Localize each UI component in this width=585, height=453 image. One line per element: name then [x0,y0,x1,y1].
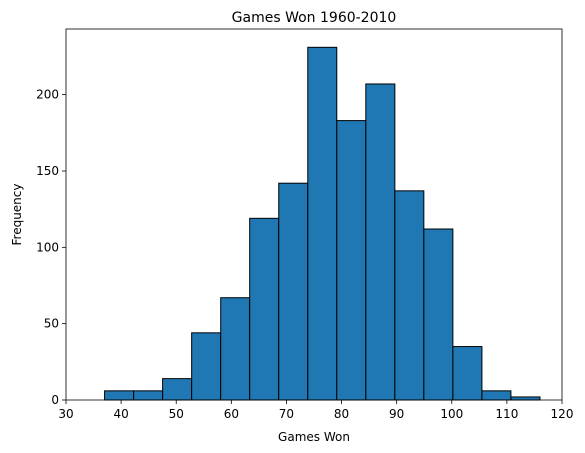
histogram-bar-10 [394,190,425,401]
x-axis-label: Games Won [278,430,350,444]
histogram-bar-14 [510,396,541,401]
chart-title: Games Won 1960-2010 [232,10,397,26]
histogram-bar-3 [191,332,222,401]
x-tick-label: 30 [58,407,73,421]
x-tick-label: 80 [334,407,349,421]
x-tick-label: 110 [495,407,518,421]
x-tick-label: 60 [224,407,239,421]
histogram-bar-6 [278,182,309,401]
plot-frame [65,28,563,401]
histogram-bar-5 [249,217,280,401]
y-tick-label: 0 [51,393,59,407]
histogram-bar-7 [307,46,338,401]
x-tick-label: 50 [169,407,184,421]
x-tick-label: 120 [551,407,574,421]
y-tick-label: 150 [36,164,59,178]
y-tick-label: 50 [44,317,59,331]
histogram-bar-0 [104,390,135,401]
histogram-bar-2 [162,378,193,401]
histogram-bar-8 [336,120,367,401]
histogram-bar-4 [220,297,251,401]
histogram-bar-13 [481,390,512,401]
y-axis-label: Frequency [10,184,24,246]
y-axis-ticks: 0 50 100 150 200 [36,88,66,407]
histogram-bar-12 [452,346,483,401]
histogram-bar-11 [423,228,454,401]
histogram-bar-1 [133,390,164,401]
x-tick-label: 90 [389,407,404,421]
bars-group [104,46,541,401]
x-tick-label: 100 [440,407,463,421]
x-tick-label: 40 [113,407,128,421]
histogram-bar-9 [365,83,396,401]
y-tick-label: 100 [36,240,59,254]
x-axis-ticks: 30 40 50 60 70 80 90 100 110 120 [58,400,573,421]
x-tick-label: 70 [279,407,294,421]
y-tick-label: 200 [36,88,59,102]
